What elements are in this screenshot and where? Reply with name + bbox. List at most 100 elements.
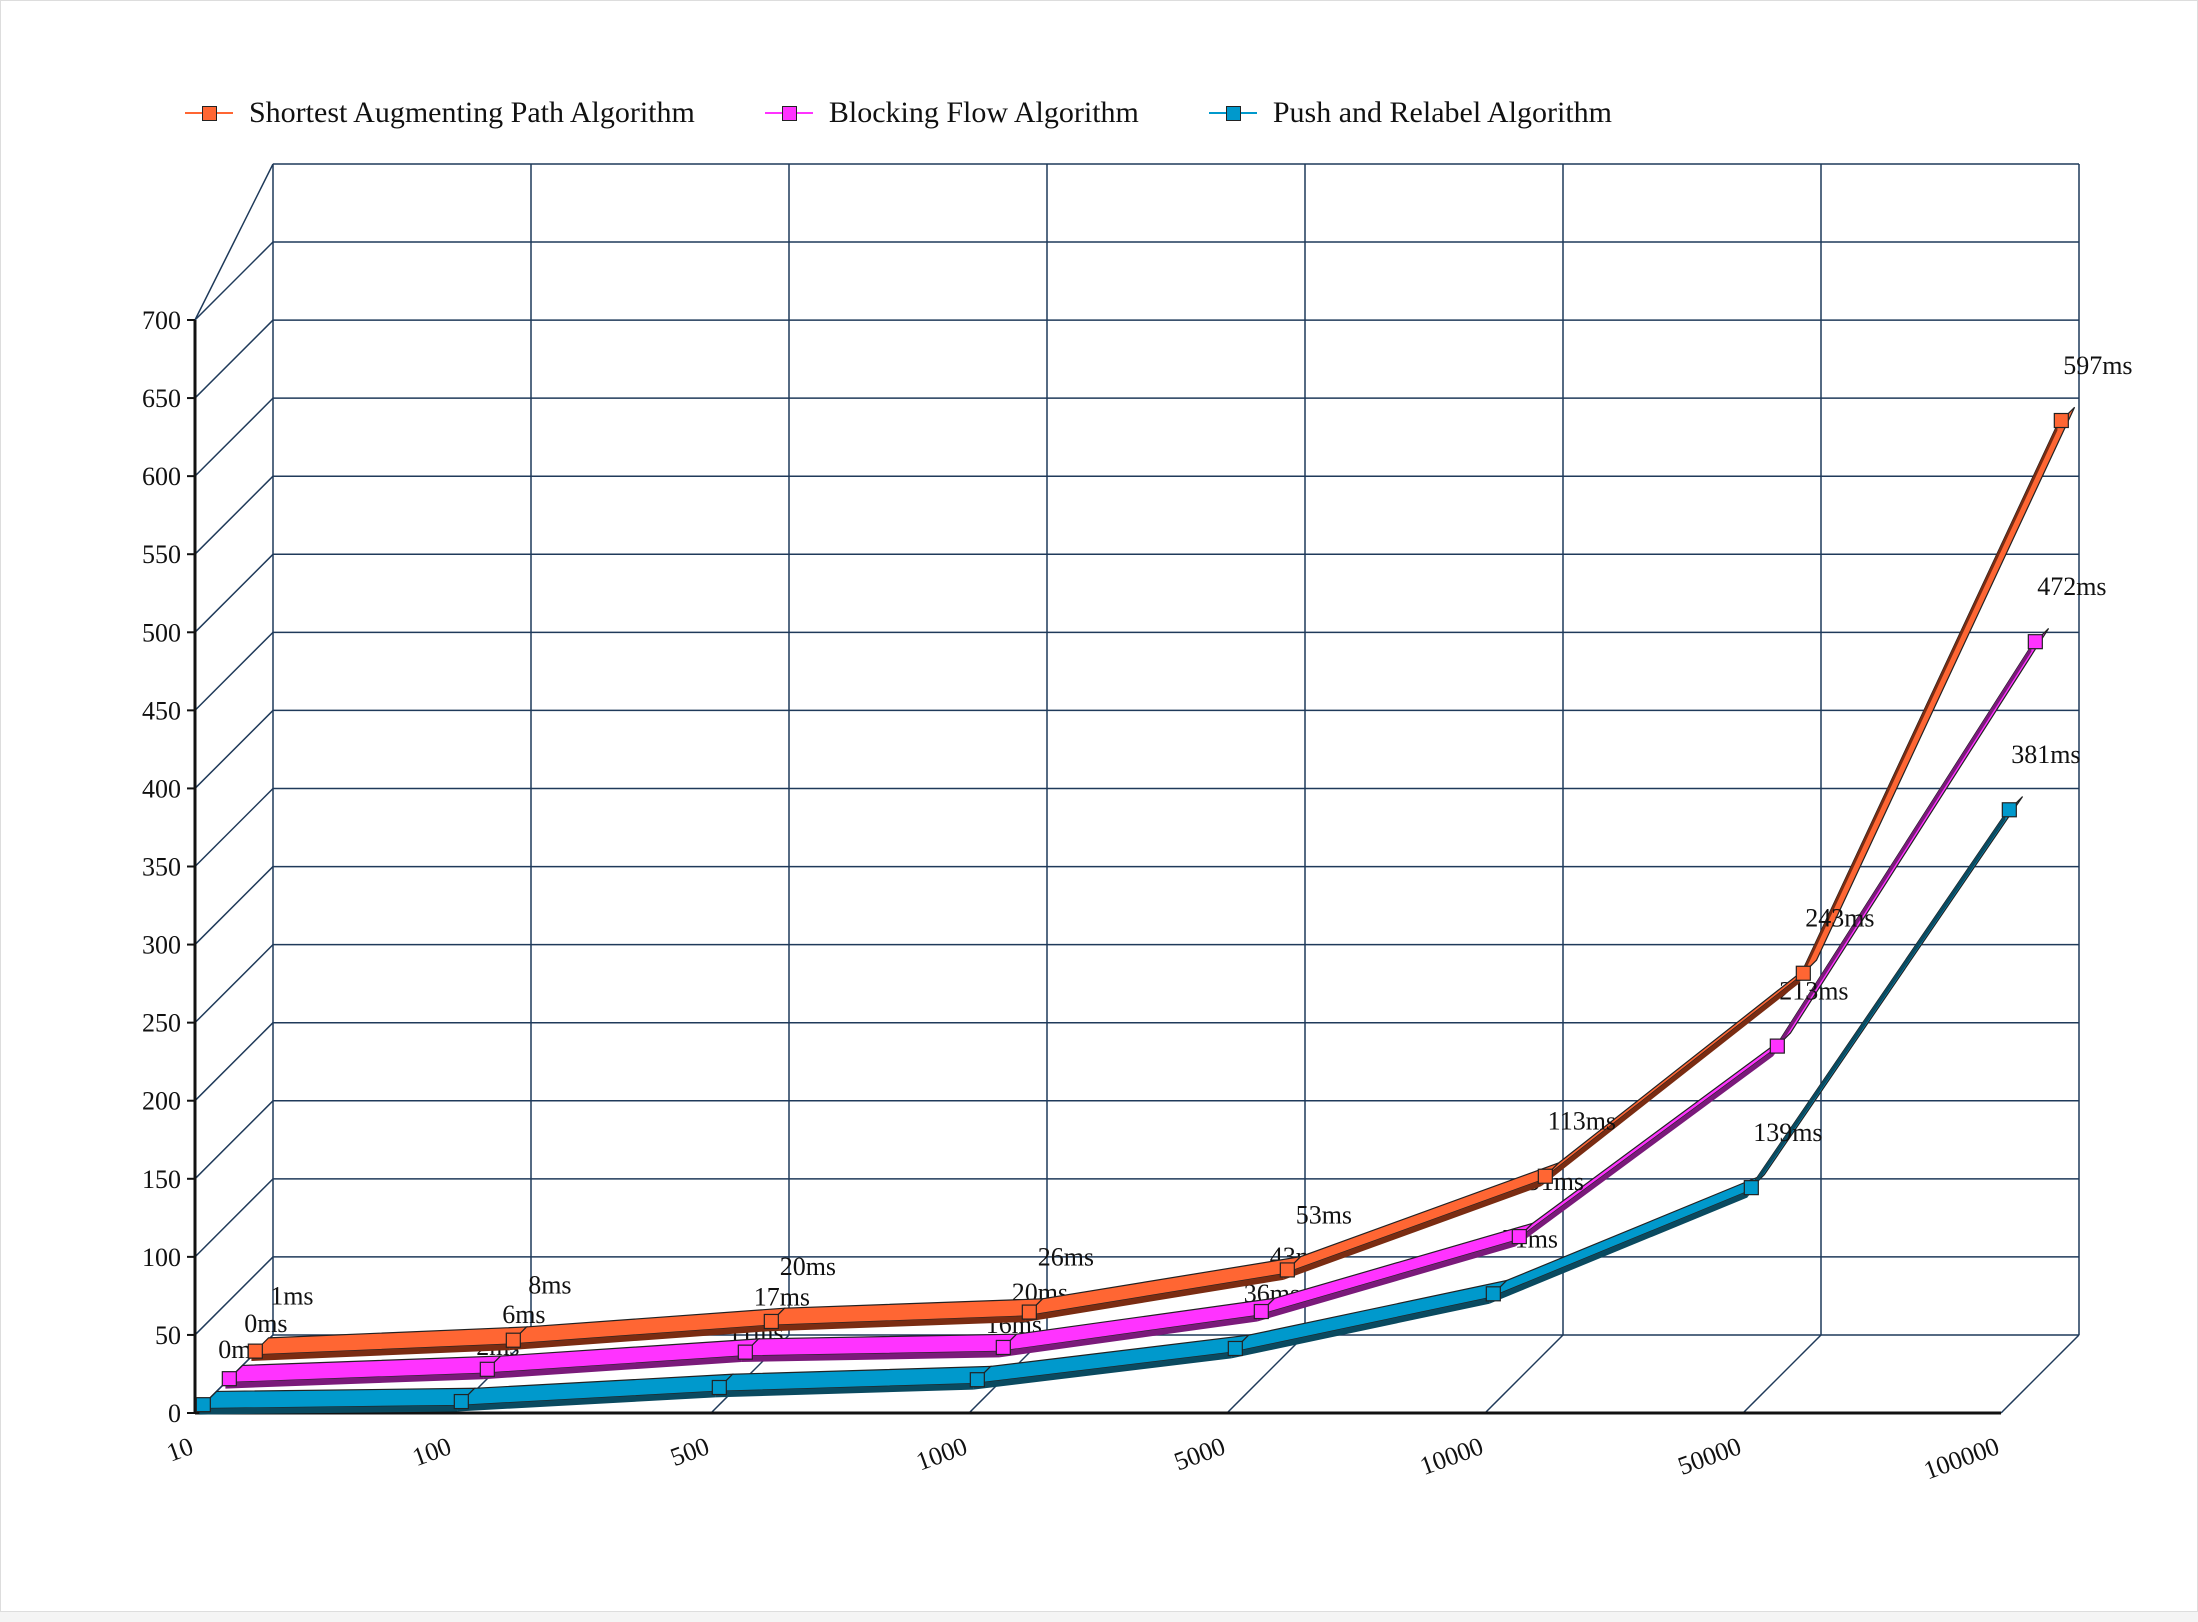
grid-line-side [194,1022,274,1102]
grid-line-side [194,475,274,555]
series-ribbon-side [251,1344,510,1362]
data-label: 597ms [2063,351,2132,380]
data-point [737,1344,753,1360]
series-ribbon-side [509,1325,768,1351]
y-tick-label: 200 [142,1087,181,1116]
data-point [221,1371,237,1387]
y-tick-label: 500 [142,618,181,647]
data-point [247,1343,263,1359]
series-ribbon-side [1541,977,1800,1187]
data-point [2001,802,2017,818]
series-ribbon-side [199,1405,458,1415]
data-label: 243ms [1805,904,1874,933]
x-tick-label: 10 [163,1431,197,1467]
y-tick-label: 700 [142,306,181,335]
series-ribbon-side [999,1315,1258,1358]
series-ribbon-side [741,1351,1000,1363]
x-tick-label: 50000 [1674,1431,1745,1480]
y-tick-label: 400 [142,774,181,803]
data-label: 17ms [754,1283,810,1312]
y-tick-label: 50 [155,1321,181,1350]
x-tick-label: 10000 [1416,1431,1487,1480]
series-ribbon-segment [197,1387,477,1410]
data-point [1279,1262,1295,1278]
series-ribbon-side [1283,1180,1542,1280]
y-tick-label: 650 [142,384,181,413]
data-label: 381ms [2011,740,2080,769]
legend: Shortest Augmenting Path Algorithm Block… [185,96,1612,130]
series-ribbon-side [1515,1049,1774,1247]
grid-line-side [194,241,274,321]
data-point [763,1313,779,1330]
x-tick-label: 500 [666,1431,713,1472]
series-ribbon-side [767,1315,1026,1332]
series-ribbon-side [225,1373,484,1389]
legend-item-shortest-augmenting-path[interactable]: Shortest Augmenting Path Algorithm [185,96,695,130]
y-tick-label: 150 [142,1165,181,1194]
data-point [1227,1340,1243,1357]
x-tick-label: 5000 [1170,1431,1229,1476]
data-point [453,1393,469,1410]
data-label: 26ms [1038,1243,1094,1272]
grid-line-side [194,709,274,789]
y-tick-label: 300 [142,931,181,960]
data-label: 472ms [2037,572,2106,601]
grid-line-side [194,1256,274,1336]
legend-label: Push and Relabel Algorithm [1272,96,1613,129]
data-label: 8ms [528,1271,571,1300]
series-ribbon-side [483,1356,742,1380]
x-tick-label: 100000 [1920,1431,2003,1485]
data-point [195,1397,211,1413]
grid-line-side [194,397,274,477]
legend-item-push-relabel[interactable]: Push and Relabel Algorithm [1208,96,1613,130]
y-tick-label: 350 [142,853,181,882]
legend-label: Blocking Flow Algorithm [828,96,1139,129]
y-tick-label: 600 [142,462,181,491]
series-ribbon-side [1747,813,2006,1198]
data-label: 139ms [1753,1118,1822,1147]
grid-line-floor [1226,1334,1306,1414]
data-point [969,1372,985,1388]
series-ribbon-side [457,1391,716,1412]
grid-line-corner [194,163,274,321]
grid-line-floor [1484,1334,1564,1414]
grid-line-side [194,319,274,399]
y-tick-label: 550 [142,540,181,569]
data-point [2053,412,2069,429]
grid-line-side [194,1100,274,1180]
data-label: 113ms [1548,1107,1616,1136]
series-ribbon-side [1257,1240,1516,1322]
data-point [1769,1038,1785,1054]
grid-line-side [194,1178,274,1258]
y-tick-label: 450 [142,696,181,725]
data-label: 1ms [270,1282,313,1311]
grid-line-side [194,631,274,711]
data-point [1485,1286,1501,1302]
data-point [1021,1304,1037,1320]
series-ribbon-segment [1514,1032,1792,1241]
data-point [995,1339,1011,1356]
y-tick-label: 100 [142,1243,181,1272]
data-point [1253,1303,1269,1320]
grid-line-side [194,866,274,946]
data-label: 20ms [780,1252,836,1281]
grid-line-floor [2000,1334,2080,1414]
legend-item-blocking-flow[interactable]: Blocking Flow Algorithm [764,96,1139,130]
series-ribbon-side [1489,1191,1748,1304]
grid-line-side [194,553,274,633]
data-point [1743,1180,1759,1196]
y-tick-label: 0 [168,1399,181,1428]
data-label: 53ms [1296,1200,1352,1229]
legend-swatch-orange [185,103,233,123]
grid-line-side [194,787,274,868]
data-label: 6ms [502,1300,545,1329]
x-tick-label: 1000 [912,1431,971,1476]
series-ribbon-side [973,1352,1232,1390]
y-tick-label: 250 [142,1009,181,1038]
legend-swatch-magenta [764,103,813,123]
data-point [479,1361,495,1377]
data-label: 0ms [244,1309,287,1338]
legend-label: Shortest Augmenting Path Algorithm [249,96,695,129]
